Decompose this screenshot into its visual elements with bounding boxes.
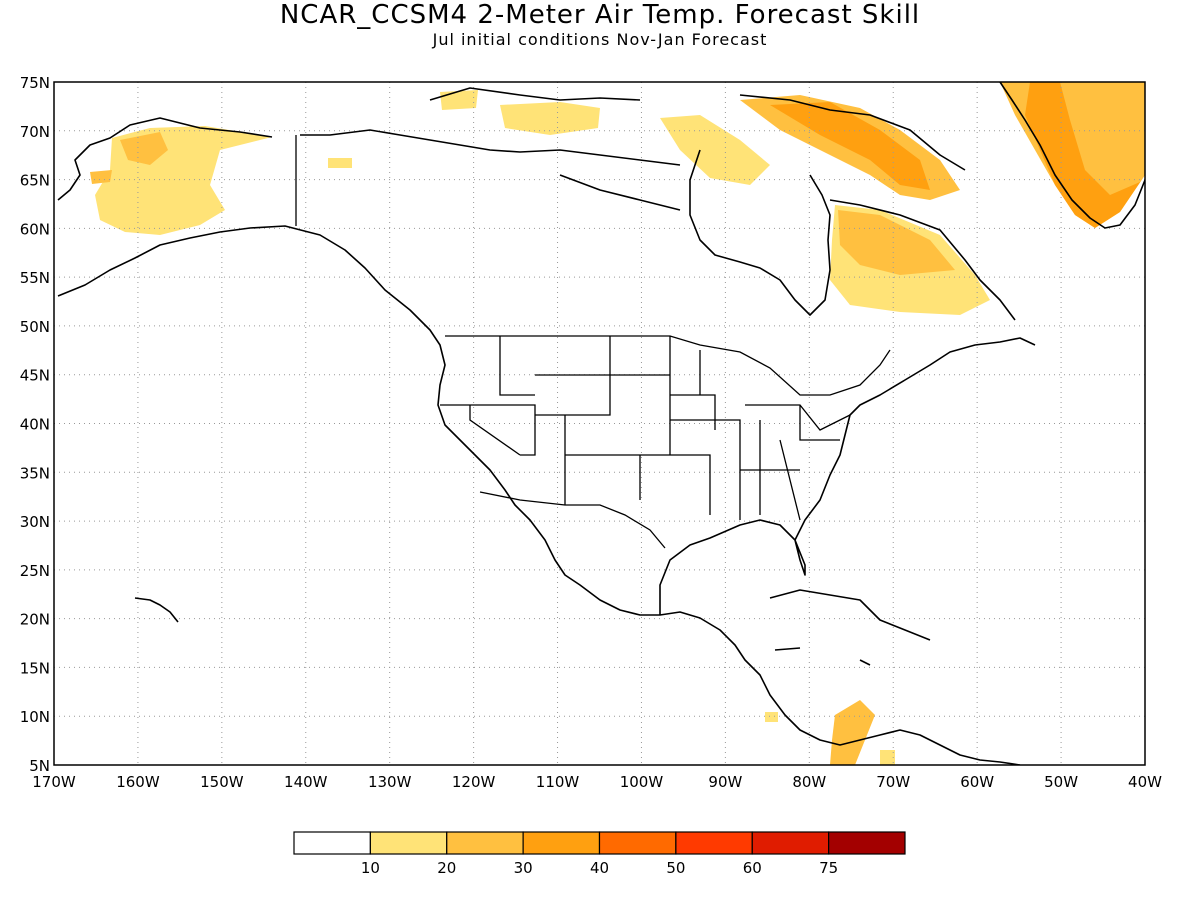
lat-tick-label: 5N xyxy=(29,757,50,775)
colorbar-labels: 10 20 30 40 50 60 75 xyxy=(361,859,838,877)
lon-tick-label: 120W xyxy=(452,773,496,791)
skill-region-arctic-b xyxy=(500,102,600,135)
lon-tick-label: 130W xyxy=(368,773,412,791)
lat-tick-label: 70N xyxy=(20,123,50,141)
lon-tick-label: 60W xyxy=(960,773,994,791)
skill-region-alaska-core xyxy=(120,132,168,165)
gridlines xyxy=(54,82,1145,765)
colorbar-label: 40 xyxy=(590,859,609,877)
arctic-islands xyxy=(300,87,966,211)
colorbar-swatch xyxy=(369,831,448,855)
lon-tick-label: 100W xyxy=(620,773,664,791)
caribbean xyxy=(769,589,931,666)
skill-region-south-america-b xyxy=(880,750,895,765)
lat-tick-label: 40N xyxy=(20,416,50,434)
lat-tick-label: 15N xyxy=(20,659,50,677)
colorbar-swatch xyxy=(598,831,677,855)
colorbar-label: 60 xyxy=(743,859,762,877)
colorbar-swatch xyxy=(675,831,753,855)
lat-tick-label: 65N xyxy=(20,172,50,190)
map-title: NCAR_CCSM4 2-Meter Air Temp. Forecast Sk… xyxy=(279,0,921,30)
lon-tick-label: 90W xyxy=(708,773,742,791)
skill-region-quebec-core xyxy=(838,210,955,275)
colorbar-label: 10 xyxy=(361,859,380,877)
lat-tick-label: 25N xyxy=(20,562,50,580)
coastlines xyxy=(57,82,1145,765)
colorbar-label: 75 xyxy=(819,859,838,877)
lat-tick-label: 20N xyxy=(20,611,50,629)
skill-region-baffin-core xyxy=(770,102,930,190)
lon-tick-label: 150W xyxy=(200,773,244,791)
map-subtitle: Jul initial conditions Nov-Jan Forecast xyxy=(432,30,768,49)
latitude-labels: 5N 10N 15N 20N 25N 30N 35N 40N 45N 50N 55N 60N 65N 70… xyxy=(20,74,50,775)
longitude-labels: 170W 160W 150W 140W 130W 120W 110W 100W 90W 80W 70… xyxy=(32,773,1162,791)
colorbar-label: 30 xyxy=(514,859,533,877)
colorbar-swatch xyxy=(522,831,601,855)
hudson-bay xyxy=(689,149,831,316)
skill-region-alaska-west xyxy=(90,170,112,184)
lat-tick-label: 45N xyxy=(20,367,50,385)
colorbar-swatch xyxy=(446,831,524,855)
colorbar-swatch xyxy=(751,831,830,855)
lat-tick-label: 55N xyxy=(20,269,50,287)
north-america-coast xyxy=(57,225,1021,765)
lat-tick-label: 75N xyxy=(20,74,50,92)
us-mexico-border xyxy=(479,491,666,549)
lon-tick-label: 50W xyxy=(1044,773,1078,791)
lon-tick-label: 40W xyxy=(1128,773,1162,791)
colorbar-swatch xyxy=(828,831,906,855)
lat-tick-label: 10N xyxy=(20,708,50,726)
lat-tick-label: 50N xyxy=(20,318,50,336)
hawaii xyxy=(134,597,179,623)
skill-region-south-america xyxy=(830,700,875,765)
colorbar-label: 20 xyxy=(437,859,456,877)
colorbar xyxy=(293,831,906,855)
lon-tick-label: 170W xyxy=(32,773,76,791)
skill-region-arctic-c xyxy=(328,158,352,168)
colorbar-label: 50 xyxy=(666,859,685,877)
alaska-west xyxy=(57,117,273,201)
lon-tick-label: 110W xyxy=(536,773,580,791)
map-frame xyxy=(53,81,1146,766)
lat-tick-label: 35N xyxy=(20,464,50,482)
skill-region-arctic-a xyxy=(440,90,478,110)
skill-shading xyxy=(90,82,1145,765)
lat-tick-label: 30N xyxy=(20,513,50,531)
lon-tick-label: 80W xyxy=(792,773,826,791)
lon-tick-label: 160W xyxy=(116,773,160,791)
colorbar-swatch xyxy=(293,831,371,855)
lon-tick-label: 140W xyxy=(284,773,328,791)
labrador xyxy=(829,199,1016,321)
lat-tick-label: 60N xyxy=(20,220,50,238)
lon-tick-label: 70W xyxy=(876,773,910,791)
gulf-coast xyxy=(659,337,1036,615)
skill-region-arctic-d xyxy=(660,115,770,185)
skill-region-greenland-core xyxy=(1025,82,1145,228)
us-canada-border xyxy=(445,335,891,396)
greenland xyxy=(999,82,1145,229)
political-boundaries xyxy=(295,135,891,549)
skill-region-central-america xyxy=(765,712,778,722)
us-states xyxy=(440,336,851,521)
